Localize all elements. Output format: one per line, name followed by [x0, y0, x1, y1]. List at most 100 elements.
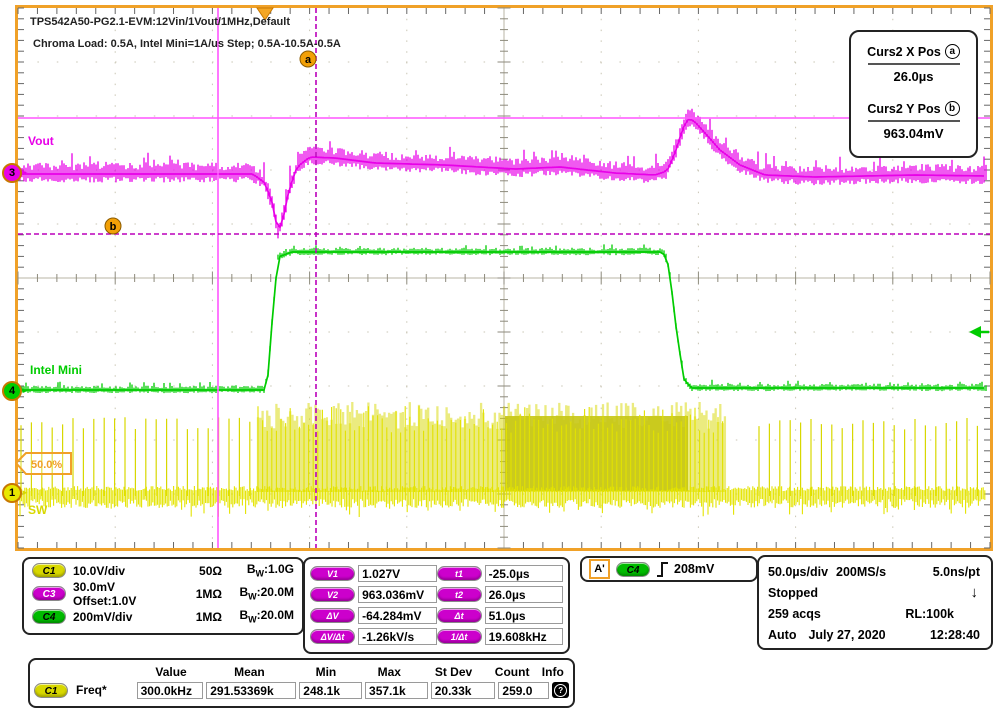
ch3-arrow-icon: ► — [21, 168, 29, 177]
c3-scale: 30.0mV Offset:1.0V — [73, 579, 137, 608]
cursor-a-badge: a — [944, 44, 960, 59]
cursor-y-label-row: Curs2 Y Pos b — [851, 101, 976, 116]
acquisition-count: 259 acqs — [768, 606, 821, 621]
ch4-arrow-icon: ► — [21, 386, 29, 395]
cursor-x-label-row: Curs2 X Pos a — [851, 44, 976, 59]
c1-scale: 10.0V/div — [73, 563, 126, 578]
t1-badge[interactable]: t1 — [436, 566, 482, 581]
horizontal-panel: 50.0µs/div 200MS/s 5.0ns/pt Stopped ↓ 25… — [757, 555, 993, 650]
inv-delta-t-badge[interactable]: 1/Δt — [436, 629, 482, 644]
c1-measurement-button[interactable]: C1 — [34, 682, 68, 698]
cursor-a-circle — [299, 50, 317, 68]
cursor-a-marker[interactable]: a — [299, 50, 317, 68]
trigger-mode: Auto — [768, 627, 797, 642]
c3-impedance: 1MΩ — [195, 586, 222, 601]
ch4-position-marker[interactable]: 4 ► — [2, 381, 29, 401]
delta-v-badge[interactable]: ΔV — [310, 608, 356, 623]
stat-stdev: 20.33k — [430, 681, 496, 699]
down-arrow-icon: ↓ — [970, 584, 979, 601]
datetime-row: Auto July 27, 2020 12:28:40 — [759, 624, 991, 645]
channel-row-c4: C4 200mV/div 1MΩ BW:20.0M — [24, 605, 302, 628]
channel-settings-panel: C1 10.0V/div 50Ω BW:1.0G C3 30.0mV Offse… — [22, 557, 304, 635]
delta-t-badge[interactable]: Δt — [436, 608, 482, 623]
trigger-level-value: 208mV — [674, 562, 715, 576]
cursor-readout-panel[interactable]: Curs2 X Pos a 26.0µs Curs2 Y Pos b 963.0… — [849, 30, 978, 158]
cursor-measurements-panel: V1 1.027V V2 963.036mV ΔV -64.284mV ΔV/Δt -1… — [303, 557, 570, 654]
stat-count: 259.0 — [498, 681, 550, 699]
divider — [867, 63, 960, 65]
ch3-position-marker[interactable]: 3 ► — [2, 163, 29, 183]
status-row: Stopped ↓ — [759, 582, 991, 603]
waveform-display[interactable]: a b 50.0% TPS542A50-PG2.1-EVM:12Vin/1Vou… — [15, 5, 993, 551]
cursor-lines[interactable] — [18, 8, 990, 548]
cursor-x-value: 26.0µs — [893, 69, 934, 84]
header-info: Info — [541, 664, 564, 679]
sw-trace-label: SW — [28, 503, 48, 517]
dv-dt-value: -1.26kV/s — [358, 628, 437, 645]
t1-value: -25.0µs — [484, 565, 563, 582]
sample-rate: 200MS/s — [836, 564, 887, 579]
trigger-source-badge: A' — [589, 559, 610, 579]
cursor-a-label: a — [305, 54, 312, 66]
time-measurements-column: t1 -25.0µs t2 26.0µs Δt 51.0µs 1/Δt 19.608kH… — [436, 563, 563, 647]
info-button[interactable]: ? — [552, 682, 569, 698]
c4-bandwidth: BW:20.0M — [239, 608, 294, 625]
header-min: Min — [315, 664, 337, 679]
ch4-position-number: 4 — [8, 385, 16, 397]
c4-channel-button[interactable]: C4 — [32, 609, 66, 624]
ch1-position-number: 1 — [8, 487, 16, 499]
c1-channel-button[interactable]: C1 — [32, 563, 66, 578]
measurement-name: Freq* — [76, 683, 107, 697]
ch1-position-marker[interactable]: 1 ► — [2, 483, 29, 503]
cursor-y-label: Curs2 Y Pos — [867, 101, 941, 116]
header-value: Value — [155, 664, 187, 679]
stats-header-row: Value Mean Min Max St Dev Count Info — [34, 663, 569, 680]
channel-row-c3: C3 30.0mV Offset:1.0V 1MΩ BW:20.0M — [24, 579, 302, 608]
v2-badge[interactable]: V2 — [310, 587, 356, 602]
ch3-position-number: 3 — [8, 167, 16, 179]
header-count: Count — [494, 664, 530, 679]
cursor-b-label: b — [110, 221, 117, 233]
c3-channel-button[interactable]: C3 — [32, 586, 66, 601]
header-stdev: St Dev — [434, 664, 473, 679]
ch4-right-reference-arrow-icon — [969, 326, 989, 338]
c1-bandwidth: BW:1.0G — [246, 562, 294, 579]
inv-delta-t-value: 19.608kHz — [484, 628, 563, 645]
ch1-arrow-icon: ► — [21, 488, 29, 497]
stats-data-row: C1 Freq* 300.0kHz 291.53369k 248.1k 357.… — [34, 680, 569, 700]
c3-bandwidth: BW:20.0M — [239, 585, 294, 602]
v2-value: 963.036mV — [358, 586, 437, 603]
timebase: 50.0µs/div — [768, 564, 829, 579]
t2-badge[interactable]: t2 — [436, 587, 482, 602]
graticule-grid — [17, 7, 991, 549]
record-length: RL:100k — [905, 606, 954, 621]
header-mean: Mean — [234, 664, 265, 679]
trigger-channel-button[interactable]: C4 — [616, 561, 650, 577]
v1-value: 1.027V — [358, 565, 437, 582]
stat-min: 248.1k — [299, 681, 363, 699]
header-max: Max — [377, 664, 401, 679]
measurement-stats-panel: Value Mean Min Max St Dev Count Info C1 … — [28, 658, 575, 708]
date: July 27, 2020 — [808, 627, 886, 642]
vout-trace-label: Vout — [28, 134, 54, 148]
stat-max: 357.1k — [365, 681, 428, 699]
dv-dt-badge[interactable]: ΔV/Δt — [310, 629, 356, 644]
cursor-b-marker[interactable]: b — [104, 217, 122, 235]
delta-t-value: 51.0µs — [484, 607, 563, 624]
v1-badge[interactable]: V1 — [310, 566, 356, 581]
acqs-row: 259 acqs RL:100k — [759, 603, 991, 624]
trigger-position-icon[interactable] — [256, 7, 274, 21]
trigger-level-tag-shape — [15, 452, 72, 475]
stat-mean: 291.53369k — [206, 681, 297, 699]
cursor-b-badge: b — [944, 101, 960, 116]
voltage-measurements-column: V1 1.027V V2 963.036mV ΔV -64.284mV ΔV/Δt -1… — [310, 563, 437, 647]
trigger-level-tag[interactable]: 50.0% — [15, 452, 72, 475]
resolution: 5.0ns/pt — [932, 564, 980, 579]
rising-edge-icon — [657, 561, 668, 577]
timebase-row: 50.0µs/div 200MS/s 5.0ns/pt — [759, 561, 991, 582]
trigger-panel[interactable]: A' C4 208mV — [580, 556, 758, 582]
delta-v-value: -64.284mV — [358, 607, 437, 624]
clock-time: 12:28:40 — [929, 627, 980, 642]
stat-value: 300.0kHz — [136, 681, 204, 699]
